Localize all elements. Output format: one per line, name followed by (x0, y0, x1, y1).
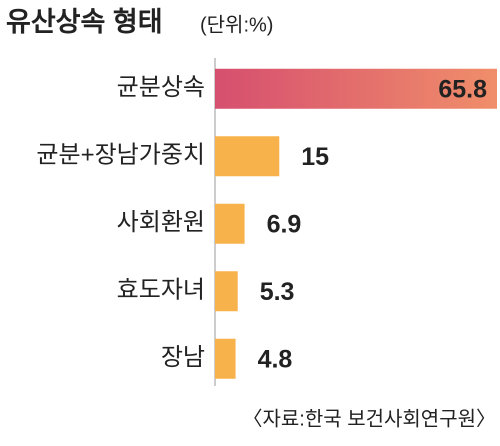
bar (215, 338, 236, 379)
y-tick-label: 균분상속 (117, 74, 205, 101)
y-tick-label: 장남 (161, 344, 205, 371)
source-note: 〈자료:한국 보건사회연구원〉 (242, 407, 496, 430)
bar (215, 203, 245, 244)
value-label: 65.8 (438, 75, 487, 103)
value-label: 15 (301, 143, 329, 171)
value-label: 5.3 (260, 278, 295, 306)
value-label: 6.9 (267, 210, 302, 238)
y-tick-label: 효도자녀 (117, 277, 205, 304)
y-tick-label: 균분+장남가중치 (36, 142, 205, 169)
chart-subtitle: (단위:%) (200, 13, 273, 36)
bar (215, 68, 497, 109)
chart-title: 유산상속 형태 (6, 7, 163, 37)
bar (215, 271, 238, 312)
y-tick-label: 사회환원 (117, 209, 205, 236)
bar (215, 136, 280, 177)
value-label: 4.8 (258, 345, 293, 373)
